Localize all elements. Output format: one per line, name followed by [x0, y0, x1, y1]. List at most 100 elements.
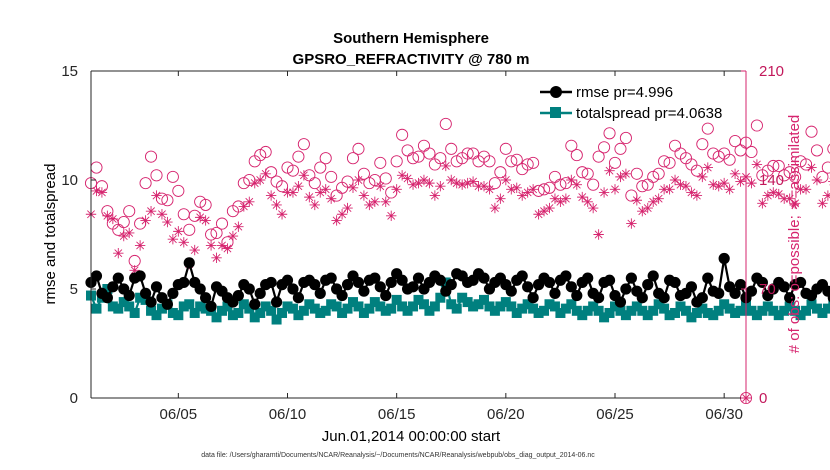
obs-assimilated-point — [517, 190, 528, 201]
rmse-point — [358, 285, 370, 297]
obs-assimilated-point — [631, 195, 643, 206]
totalspread-point — [615, 305, 626, 316]
obs-possible-point — [439, 117, 452, 130]
rmse-point — [478, 272, 490, 284]
totalspread-point — [544, 299, 555, 310]
obs-assimilated-point — [653, 193, 664, 204]
totalspread-point — [222, 301, 233, 312]
rmse-point — [369, 272, 381, 284]
totalspread-point — [118, 297, 129, 308]
obs-possible-point — [379, 172, 392, 185]
obs-assimilated-point — [735, 176, 746, 187]
x-tick-label: 06/15 — [378, 406, 416, 423]
obs-assimilated-point — [134, 240, 146, 251]
obs-assimilated-point — [800, 184, 812, 195]
totalspread-point — [817, 307, 828, 318]
totalspread-point — [691, 307, 702, 318]
totalspread-point — [184, 299, 195, 310]
obs-possible-point — [161, 194, 174, 207]
obs-possible-point — [297, 138, 310, 151]
rmse-point — [352, 276, 365, 289]
obs-assimilated-point — [609, 184, 621, 195]
legend-rmse-label: rmse pr=4.996 — [576, 84, 673, 101]
left-y-axis-label: rmse and totalspread — [42, 164, 59, 305]
obs-possible-point — [570, 149, 583, 162]
totalspread-point — [610, 301, 620, 312]
totalspread-point — [822, 303, 830, 314]
obs-assimilated-point — [342, 202, 353, 214]
plot-area — [91, 71, 746, 398]
rmse-series — [85, 252, 830, 313]
x-axis-label: Jun.01,2014 00:00:00 start — [322, 428, 501, 445]
obs-assimilated-point — [227, 230, 239, 242]
obs-assimilated-point — [304, 191, 315, 203]
rmse-point — [516, 270, 528, 282]
obs-possible-point — [772, 159, 785, 173]
totalspread-point — [468, 301, 479, 312]
totalspread-point — [146, 305, 157, 316]
obs-assimilated-point — [216, 240, 228, 251]
totalspread-point — [697, 303, 708, 314]
obs-possible-point — [810, 144, 824, 157]
totalspread-point — [708, 310, 719, 321]
rmse-point — [341, 279, 354, 291]
totalspread-point — [539, 305, 550, 316]
totalspread-point — [331, 301, 342, 312]
x-tick-label: 06/30 — [705, 406, 743, 423]
totalspread-point — [473, 299, 484, 310]
totalspread-point — [342, 303, 353, 314]
totalspread-point — [637, 305, 648, 316]
legend-totalspread-label: totalspread pr=4.0638 — [576, 105, 722, 122]
rmse-point — [445, 279, 457, 291]
totalspread-point — [713, 305, 724, 316]
obs-possible-point — [499, 142, 512, 155]
chart-subtitle: GPSRO_REFRACTIVITY @ 780 m — [293, 51, 530, 68]
rmse-point — [167, 287, 179, 299]
rmse-point — [658, 292, 670, 304]
obs-possible-point — [117, 215, 130, 229]
obs-assimilated-point — [380, 196, 391, 207]
obs-assimilated-point — [811, 174, 823, 186]
obs-possible-point — [286, 164, 300, 177]
totalspread-point — [200, 303, 211, 314]
obs-assimilated-point — [637, 205, 648, 217]
obs-assimilated-point — [746, 177, 757, 189]
obs-assimilated-point — [413, 177, 424, 189]
rmse-point — [734, 279, 747, 291]
x-tick-label: 06/05 — [160, 406, 198, 423]
obs-assimilated-point — [598, 187, 610, 198]
totalspread-point — [762, 301, 773, 312]
obs-assimilated-point — [773, 188, 784, 200]
rmse-point — [822, 285, 830, 297]
obs-assimilated-point — [495, 193, 506, 204]
rmse-point — [603, 274, 616, 286]
obs-possible-point — [701, 122, 714, 135]
obs-possible-point — [608, 156, 622, 169]
totalspread-point — [217, 305, 227, 316]
obs-assimilated-point — [500, 174, 512, 186]
obs-possible-point — [374, 156, 387, 169]
obs-assimilated-point — [615, 171, 626, 183]
obs-assimilated-point — [533, 209, 544, 220]
obs-possible-point — [527, 156, 540, 169]
obs-assimilated-point — [522, 187, 533, 198]
obs-possible-point — [510, 153, 523, 166]
obs-assimilated-point — [91, 185, 102, 197]
totalspread-point — [271, 314, 282, 325]
rmse-point — [178, 276, 190, 289]
obs-possible-point — [723, 153, 736, 166]
rmse-point — [527, 292, 539, 304]
rmse-point — [756, 276, 768, 289]
totalspread-point — [364, 303, 375, 314]
obs-assimilated-point — [238, 201, 250, 212]
obs-assimilated-point — [555, 196, 566, 207]
obs-assimilated-point — [336, 209, 348, 220]
obs-assimilated-point — [751, 159, 763, 170]
obs-assimilated-series — [85, 159, 830, 403]
totalspread-point — [795, 310, 806, 321]
obs-assimilated-point — [260, 168, 271, 179]
totalspread-point — [282, 301, 293, 312]
obs-assimilated-point — [358, 190, 370, 201]
obs-assimilated-point — [446, 174, 457, 186]
